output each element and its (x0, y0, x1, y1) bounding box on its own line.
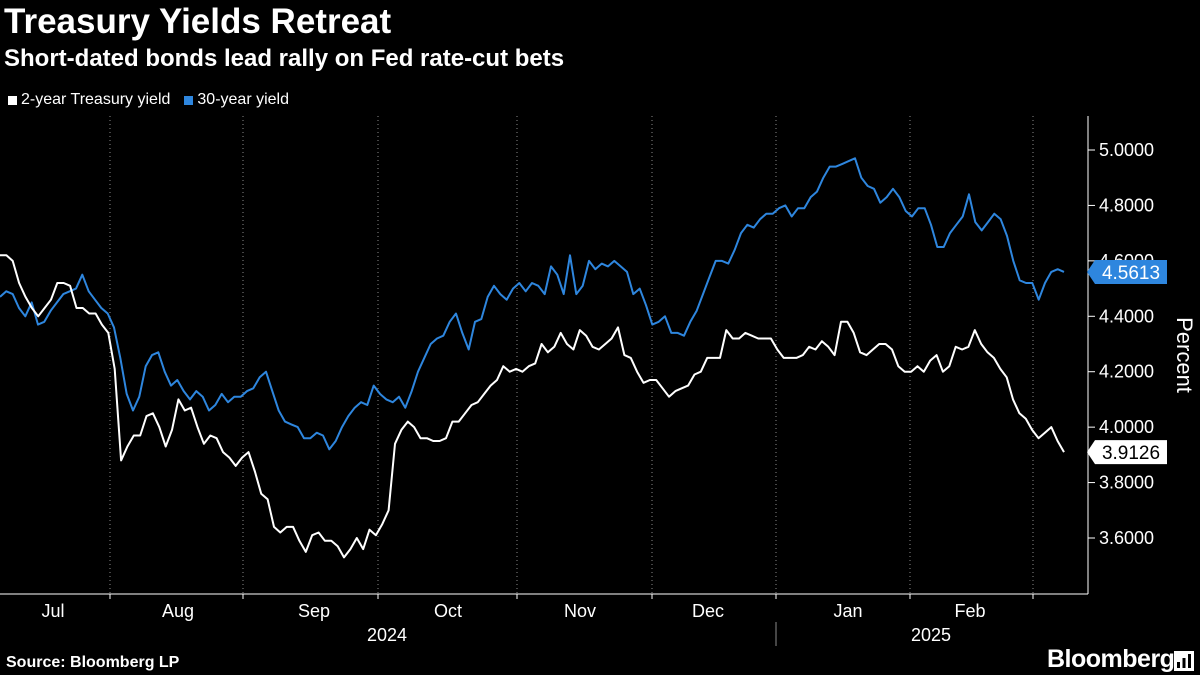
series-line-2-year (0, 254, 1065, 559)
chart-subtitle: Short-dated bonds lead rally on Fed rate… (4, 45, 565, 72)
legend-item-30-year: 30-year yield (184, 91, 289, 109)
legend: 2-year Treasury yield 30-year yield (8, 91, 303, 109)
y-tick-label-4: 4.4000 (1099, 306, 1154, 326)
month-label-6: Jan (833, 601, 862, 621)
y-tick-label-7: 5.0000 (1099, 140, 1154, 160)
month-label-0: Jul (41, 601, 64, 621)
legend-label-30-year: 30-year yield (197, 91, 289, 108)
bloomberg-terminal-icon (1174, 651, 1194, 671)
month-label-1: Aug (162, 601, 194, 621)
chart-title: Treasury Yields Retreat (4, 2, 392, 41)
y-tick-label-6: 4.8000 (1099, 195, 1154, 215)
month-label-4: Nov (564, 601, 596, 621)
y-tick-label-3: 4.2000 (1099, 362, 1154, 382)
source-note: Source: Bloomberg LP (6, 654, 180, 671)
year-label-1: 2025 (911, 625, 951, 645)
y-tick-label-2: 4.0000 (1099, 417, 1154, 437)
last-value-label-30-year: 4.5613 (1102, 263, 1160, 284)
month-label-7: Feb (954, 601, 985, 621)
y-tick-label-1: 3.8000 (1099, 473, 1154, 493)
legend-item-2-year: 2-year Treasury yield (8, 91, 170, 109)
legend-swatch-2-year (8, 95, 17, 105)
month-label-2: Sep (298, 601, 330, 621)
last-value-tag-2-year (1087, 440, 1167, 465)
last-value-label-2-year: 3.9126 (1102, 443, 1160, 464)
month-label-5: Dec (692, 601, 724, 621)
series-line-30-year (0, 157, 1065, 451)
y-axis-label: Percent (1172, 317, 1197, 393)
legend-label-2-year: 2-year Treasury yield (21, 91, 171, 108)
last-value-tag-30-year (1087, 259, 1167, 284)
y-tick-label-0: 3.6000 (1099, 528, 1154, 548)
month-label-3: Oct (434, 601, 462, 621)
year-label-0: 2024 (367, 625, 407, 645)
legend-swatch-30-year (184, 95, 194, 105)
bloomberg-logo: Bloomberg (1047, 645, 1175, 673)
